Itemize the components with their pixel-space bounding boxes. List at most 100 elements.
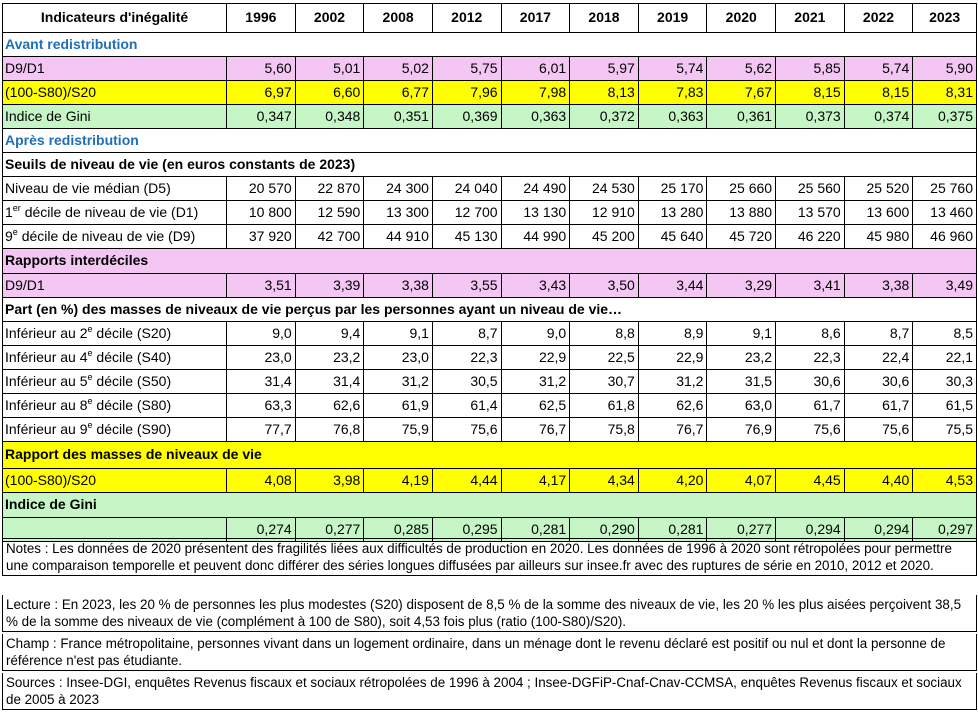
value-cell: 46 220: [775, 224, 845, 249]
value-cell: 30,3: [912, 369, 977, 394]
value-cell: 45 640: [637, 224, 708, 249]
row-label: Niveau de vie médian (D5): [1, 176, 228, 201]
row-label: (100-S80)/S20: [1, 80, 228, 105]
inequality-table: Indicateurs d'inégalité 1996 2002 2008 2012 2…: [1, 3, 977, 542]
value-cell: 13 300: [363, 200, 433, 225]
row-label: [1, 517, 228, 542]
value-cell: 37 920: [226, 224, 296, 249]
row-label: Inférieur au 2e décile (S20): [1, 321, 228, 346]
value-cell: 3,98: [294, 468, 365, 493]
value-cell: 24 040: [431, 176, 502, 201]
row-label: Inférieur au 4e décile (S40): [1, 345, 228, 370]
value-cell: 31,5: [706, 369, 777, 394]
value-cell: 6,77: [363, 80, 433, 105]
value-cell: 76,8: [294, 417, 365, 442]
value-cell: 30,7: [569, 369, 639, 394]
section-title: Avant redistribution: [2, 32, 977, 57]
label-part: Inférieur au 9: [5, 420, 88, 437]
value-cell: 13 880: [706, 200, 777, 225]
value-cell: 7,67: [706, 80, 777, 105]
value-cell: 8,5: [912, 321, 977, 346]
year-header: 2018: [569, 3, 639, 33]
value-cell: 8,9: [637, 321, 708, 346]
value-cell: 75,8: [569, 417, 639, 442]
row-label: Inférieur au 8e décile (S80): [1, 393, 228, 418]
value-cell: 30,6: [843, 369, 914, 394]
section-header: Avant redistribution: [2, 32, 977, 57]
group-title: Rapport des masses de niveaux de vie: [2, 441, 977, 469]
year-header: 2008: [363, 3, 433, 33]
value-cell: 45 980: [843, 224, 914, 249]
label-sup: er: [12, 202, 21, 213]
data-row: Inférieur au 5e décile (S50) 31,4 31,4 31,2…: [1, 369, 977, 394]
value-cell: 5,02: [363, 56, 433, 81]
value-cell: 0,348: [294, 104, 365, 129]
year-header: 2021: [775, 3, 845, 33]
year-header: 2022: [843, 3, 914, 33]
value-cell: 0,294: [775, 517, 845, 542]
value-cell: 8,15: [843, 80, 914, 105]
value-cell: 0,374: [843, 104, 914, 129]
value-cell: 4,34: [569, 468, 639, 493]
row-label: D9/D1: [1, 56, 228, 81]
value-cell: 0,373: [775, 104, 845, 129]
value-cell: 61,4: [431, 393, 502, 418]
value-cell: 4,40: [843, 468, 914, 493]
value-cell: 3,50: [569, 273, 639, 298]
value-cell: 23,0: [363, 345, 433, 370]
value-cell: 4,44: [431, 468, 502, 493]
sources-text: Sources : Insee-DGI, enquêtes Revenus fi…: [2, 673, 977, 710]
data-row: (100-S80)/S20 6,97 6,60 6,77 7,96 7,98 8,13 7,8…: [1, 80, 977, 105]
data-row: 9e décile de niveau de vie (D9) 37 920 42 …: [1, 224, 977, 249]
value-cell: 8,8: [569, 321, 639, 346]
value-cell: 4,20: [637, 468, 708, 493]
data-row: Inférieur au 9e décile (S90) 77,7 76,8 75,9…: [1, 417, 977, 442]
value-cell: 8,7: [843, 321, 914, 346]
value-cell: 12 700: [431, 200, 502, 225]
value-cell: 0,347: [226, 104, 296, 129]
value-cell: 12 590: [294, 200, 365, 225]
value-cell: 9,0: [500, 321, 571, 346]
label-sup: e: [87, 395, 93, 406]
value-cell: 62,6: [294, 393, 365, 418]
year-header: 2019: [637, 3, 708, 33]
section-header: Après redistribution: [2, 128, 977, 153]
value-cell: 25 760: [912, 176, 977, 201]
value-cell: 61,5: [912, 393, 977, 418]
value-cell: 25 660: [706, 176, 777, 201]
data-row: Inférieur au 8e décile (S80) 63,3 62,6 61,9…: [1, 393, 977, 418]
label-sup: e: [12, 226, 18, 237]
value-cell: 22,5: [569, 345, 639, 370]
value-cell: 22,3: [431, 345, 502, 370]
value-cell: 13 460: [912, 200, 977, 225]
value-cell: 77,7: [226, 417, 296, 442]
row-label: 9e décile de niveau de vie (D9): [1, 224, 228, 249]
champ-text: Champ : France métropolitaine, personnes…: [2, 634, 977, 671]
row-label: Inférieur au 9e décile (S90): [1, 417, 228, 442]
data-row: Inférieur au 4e décile (S40) 23,0 23,2 23,0…: [1, 345, 977, 370]
value-cell: 7,83: [637, 80, 708, 105]
data-row: D9/D1 3,51 3,39 3,38 3,55 3,43 3,50 3,44 3,29 3,4…: [1, 273, 977, 298]
value-cell: 0,363: [637, 104, 708, 129]
value-cell: 5,97: [569, 56, 639, 81]
label-sup: e: [87, 371, 93, 382]
value-cell: 5,90: [912, 56, 977, 81]
value-cell: 0,363: [500, 104, 571, 129]
value-cell: 6,97: [226, 80, 296, 105]
group-title-row: Rapports interdéciles: [2, 248, 977, 274]
value-cell: 0,351: [363, 104, 433, 129]
data-row: (100-S80)/S20 4,08 3,98 4,19 4,44 4,17 4,34 4,2…: [1, 468, 977, 493]
value-cell: 0,281: [637, 517, 708, 542]
value-cell: 42 700: [294, 224, 365, 249]
data-row: Indice de Gini 0,347 0,348 0,351 0,369 0,363 0…: [1, 104, 977, 129]
value-cell: 24 530: [569, 176, 639, 201]
value-cell: 75,6: [431, 417, 502, 442]
label-part: Inférieur au 5: [5, 372, 88, 389]
row-label: Inférieur au 5e décile (S50): [1, 369, 228, 394]
label-part: Inférieur au 4: [5, 348, 88, 365]
value-cell: 45 130: [431, 224, 502, 249]
group-title: Seuils de niveau de vie (en euros consta…: [2, 152, 977, 177]
value-cell: 31,2: [363, 369, 433, 394]
value-cell: 45 720: [706, 224, 777, 249]
year-header: 2020: [706, 3, 777, 33]
